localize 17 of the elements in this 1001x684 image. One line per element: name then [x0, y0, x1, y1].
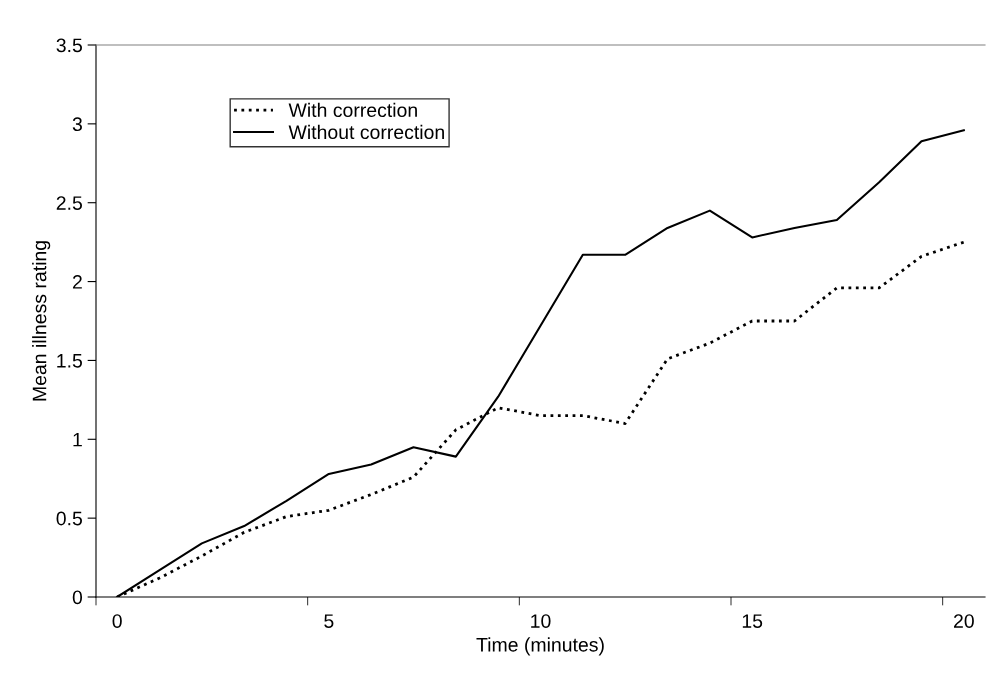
x-tick-label: 5: [324, 614, 334, 628]
y-tick-label: 3.5: [56, 38, 82, 53]
legend-label: With correction: [288, 102, 417, 118]
y-tick-label: 0: [72, 590, 83, 605]
y-axis-title: Mean illness rating: [32, 241, 51, 401]
y-tick-label: 0.5: [56, 511, 82, 526]
y-tick-label: 3: [72, 117, 82, 132]
legend-label: Without correction: [288, 124, 444, 140]
x-tick-label: 0: [112, 614, 122, 628]
x-tick-label: 10: [531, 614, 551, 628]
y-tick-label: 1: [73, 432, 82, 447]
x-tick-label: 15: [742, 614, 763, 628]
y-tick-label: 1.5: [57, 354, 82, 368]
x-axis-title: Time (minutes): [476, 637, 604, 656]
y-tick-label: 2.5: [56, 196, 82, 210]
x-tick-label: 20: [954, 614, 974, 628]
y-tick-label: 2: [72, 275, 82, 289]
